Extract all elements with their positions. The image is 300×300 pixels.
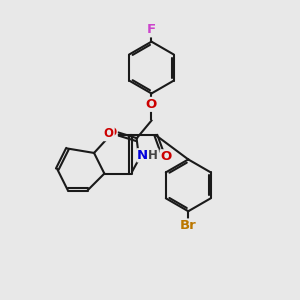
Text: F: F [147,23,156,36]
Text: O: O [106,126,117,139]
Text: O: O [160,150,172,163]
Text: O: O [104,127,114,140]
Text: N: N [137,149,148,162]
Text: H: H [148,149,158,162]
Text: O: O [146,98,157,111]
Text: Br: Br [180,220,197,232]
